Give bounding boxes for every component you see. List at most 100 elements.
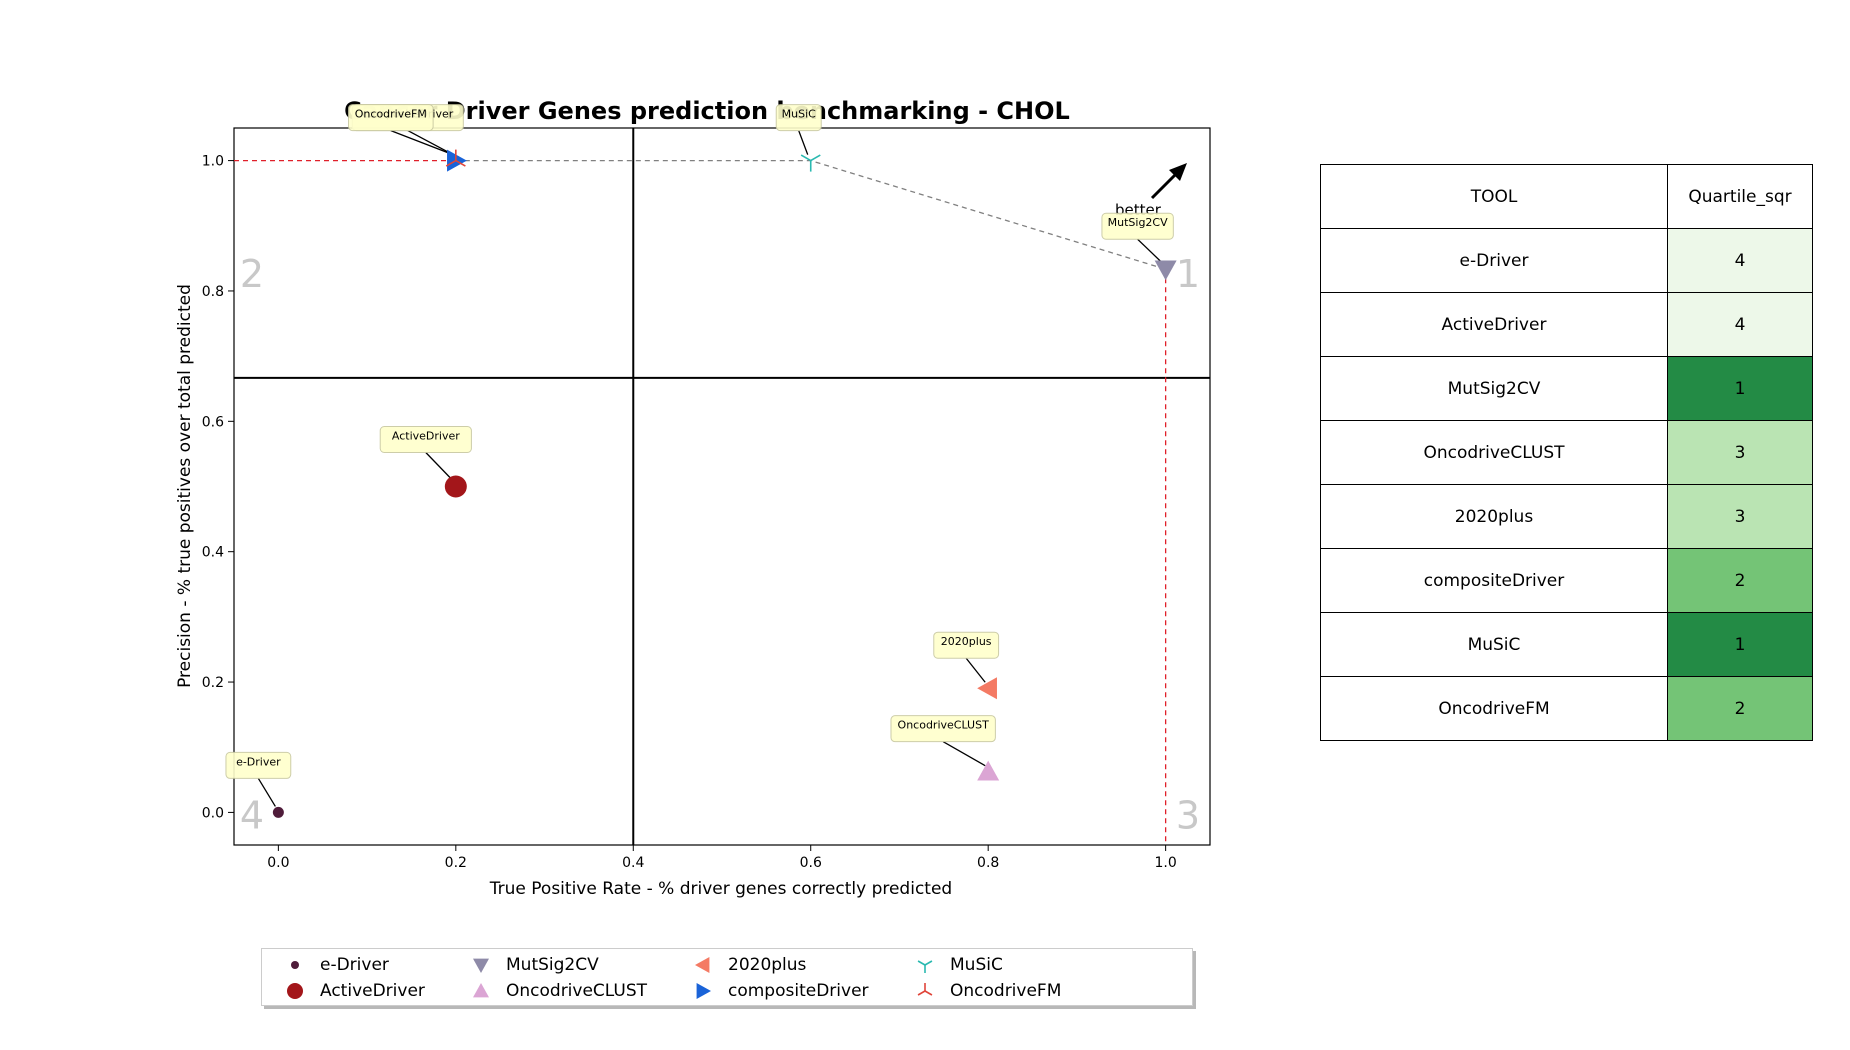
quadrant-label-4: 4 — [240, 793, 264, 837]
better-arrow-head — [1169, 163, 1187, 181]
legend-label: OncodriveCLUST — [506, 981, 648, 1001]
better-arrow-shaft — [1150, 170, 1180, 200]
x-tick-label: 0.4 — [622, 855, 644, 871]
y-tick-label: 1.0 — [202, 154, 224, 170]
table-row: 2020plus 3 — [1320, 484, 1813, 549]
legend-marker — [473, 983, 489, 998]
marker-shape — [810, 154, 821, 162]
marker-shape — [924, 960, 933, 966]
marker-shape — [800, 154, 812, 162]
table-header-quartile: Quartile_sqr — [1667, 164, 1813, 229]
quartile-table: TOOL Quartile_sqr e-Driver 4 ActiveDriver 4… — [1320, 164, 1813, 741]
table-cell-tool: compositeDriver — [1320, 548, 1668, 613]
table-cell-quartile: 2 — [1667, 548, 1813, 613]
legend-label: MutSig2CV — [506, 955, 599, 975]
table-cell-quartile: 1 — [1667, 612, 1813, 677]
y-axis-label: Precision - % true positives over total … — [175, 284, 195, 688]
annotation-label: MuSiC — [782, 108, 817, 121]
data-point-MutSig2CV — [1154, 260, 1177, 281]
data-point-OncodriveFM — [445, 149, 466, 167]
marker-shape — [924, 990, 933, 996]
marker-shape — [917, 960, 926, 966]
legend-marker — [473, 958, 489, 973]
x-axis-label: True Positive Rate - % driver genes corr… — [489, 879, 952, 899]
legend-marker — [917, 983, 933, 996]
table-row: compositeDriver 2 — [1320, 548, 1813, 613]
legend-marker-icon — [696, 983, 711, 999]
table-cell-quartile: 2 — [1667, 676, 1813, 741]
y-tick-label: 0.6 — [202, 414, 224, 430]
x-tick-label: 1.0 — [1155, 855, 1177, 871]
annotation-label: MutSig2CV — [1108, 216, 1168, 229]
legend-label: 2020plus — [728, 955, 807, 975]
legend-item: OncodriveFM — [914, 979, 1061, 1003]
table-cell-quartile: 1 — [1667, 356, 1813, 421]
legend-item: MutSig2CV — [470, 953, 599, 977]
plot-area: 0.0 0.2 0.4 0.6 0.8 1.0 0.0 0.2 0.4 0.6 0.8 1.0 1 2 3 4… — [202, 104, 1211, 871]
annotation-box — [775, 104, 822, 132]
annotation-arrow — [965, 657, 986, 683]
legend-marker — [696, 983, 711, 999]
marker-shape — [287, 983, 303, 999]
data-point-2020plus — [977, 677, 997, 700]
pareto-front-line — [455, 159, 1166, 270]
legend-label: compositeDriver — [728, 981, 869, 1001]
quadrant-label-3: 3 — [1176, 793, 1200, 837]
chart-title: Cancer Driver Genes prediction benchmark… — [344, 97, 1070, 125]
annotation-arrow — [425, 452, 454, 481]
y-tick-label: 0.4 — [202, 545, 224, 561]
legend-marker-icon — [473, 983, 489, 998]
legend-marker — [917, 960, 933, 973]
y-tick-label: 0.0 — [202, 805, 224, 821]
table-row: ActiveDriver 4 — [1320, 292, 1813, 357]
annotation-box — [890, 715, 996, 743]
table-cell-tool: OncodriveFM — [1320, 676, 1668, 741]
chart-legend: e-Driver ActiveDriver MutSig2CV OncodriveCL… — [261, 948, 1193, 1006]
annotations: e-Driver ActiveDriver MutSig2CV OncodriveCL… — [225, 104, 1174, 807]
quadrant-label-2: 2 — [240, 252, 264, 296]
annotation-label: e-Driver — [236, 755, 281, 768]
legend-item: compositeDriver — [692, 979, 869, 1003]
x-tick-label: 0.2 — [445, 855, 467, 871]
marker-shape — [455, 159, 466, 167]
marker-shape — [445, 159, 457, 167]
legend-item: ActiveDriver — [284, 979, 425, 1003]
legend-item: 2020plus — [692, 953, 806, 977]
legend-item: OncodriveCLUST — [470, 979, 647, 1003]
annotation-arrow — [257, 778, 276, 807]
legend-label: OncodriveFM — [950, 981, 1062, 1001]
legend-label: e-Driver — [320, 955, 389, 975]
table-cell-tool: OncodriveCLUST — [1320, 420, 1668, 485]
legend-marker-icon — [917, 983, 933, 996]
data-points — [272, 149, 1177, 818]
data-point-OncodriveCLUST — [977, 760, 1000, 781]
data-point-e-Driver — [272, 806, 284, 818]
table-row: OncodriveCLUST 3 — [1320, 420, 1813, 485]
table-cell-quartile: 4 — [1667, 228, 1813, 293]
x-tick-label: 0.6 — [800, 855, 822, 871]
marker-shape — [291, 961, 299, 969]
marker-shape — [473, 958, 489, 973]
annotation-arrow — [390, 129, 454, 156]
legend-marker-icon — [287, 983, 303, 999]
legend-marker-icon — [473, 958, 489, 973]
data-point-MuSiC — [800, 154, 821, 172]
annotation-label: OncodriveCLUST — [898, 719, 990, 732]
table-header-row: TOOL Quartile_sqr — [1320, 164, 1813, 229]
marker-shape — [272, 806, 284, 818]
marker-shape — [977, 677, 997, 700]
legend-label: ActiveDriver — [320, 981, 425, 1001]
annotation-box — [1101, 212, 1174, 240]
table-cell-quartile: 3 — [1667, 484, 1813, 549]
data-point-ActiveDriver — [444, 475, 467, 498]
table-header-tool: TOOL — [1320, 164, 1668, 229]
legend-marker-icon — [291, 961, 299, 969]
plot-frame — [233, 127, 1211, 846]
table-cell-tool: 2020plus — [1320, 484, 1668, 549]
annotation-box — [225, 751, 292, 779]
legend-label: MuSiC — [950, 955, 1003, 975]
table-row: MuSiC 1 — [1320, 612, 1813, 677]
y-tick-label: 0.2 — [202, 675, 224, 691]
legend-marker — [287, 983, 303, 999]
